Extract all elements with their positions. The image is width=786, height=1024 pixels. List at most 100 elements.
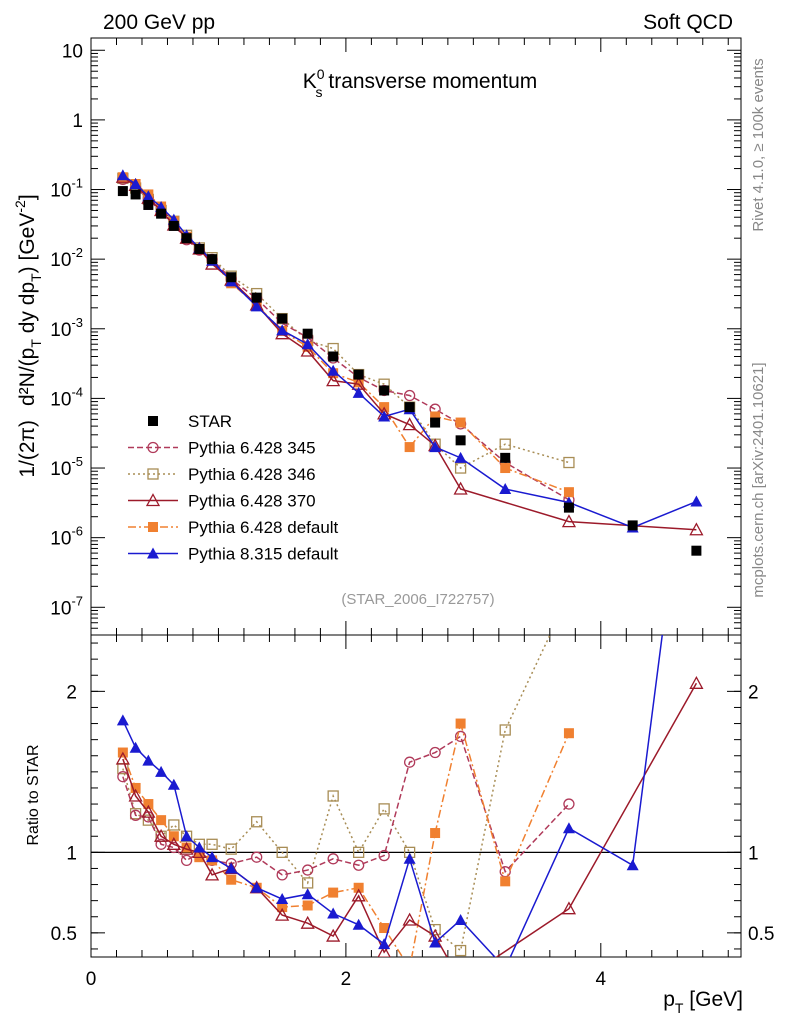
ratio-y-tick-label: 2 — [66, 682, 77, 703]
ratio-axis-ticks: 2 2 1 1 0.5 0.5 0 2 4 — [51, 635, 774, 990]
legend-label-p370: Pythia 6.428 370 — [188, 492, 316, 511]
ratio-point-p8def — [562, 822, 575, 834]
ratio-point-p8def — [454, 913, 467, 925]
ratio-panel: 2 2 1 1 0.5 0.5 0 2 4 Ratio to STAR pT [GeV] — [25, 590, 774, 1016]
point-p8def — [499, 482, 512, 494]
point-STAR — [181, 233, 192, 244]
point-p8def — [378, 410, 391, 422]
legend-label-p346: Pythia 6.428 346 — [188, 465, 316, 484]
ratio-point-p370 — [455, 975, 467, 986]
point-STAR — [379, 385, 390, 396]
ratio-point-p345 — [276, 869, 288, 881]
ratio-point-p8def — [352, 918, 365, 930]
point-p8def — [454, 451, 467, 463]
point-p8def — [327, 364, 340, 376]
ratio-line-p345 — [122, 735, 570, 876]
ratio-point-p346 — [564, 590, 574, 600]
point-STAR — [226, 272, 237, 283]
ratio-point-p345 — [378, 849, 390, 862]
point-STAR — [404, 402, 415, 413]
point-p346 — [563, 456, 575, 469]
ratio-point-p345 — [302, 864, 314, 876]
ratio-line-p346 — [122, 635, 551, 952]
point-p370 — [689, 522, 704, 536]
header-energy-label: 200 GeV pp — [103, 11, 215, 34]
point-STAR — [194, 243, 205, 254]
main-axis-ticks: 10 1 10-1 10-2 10-3 10-4 10-5 10-6 10-7 — [50, 38, 741, 636]
ratio-frame — [90, 634, 742, 958]
point-p345 — [403, 389, 416, 402]
point-p6def — [430, 411, 441, 422]
main-panel: 10 1 10-1 10-2 10-3 10-4 10-5 10-6 10-7 K0 s tran… — [12, 37, 742, 636]
main-y-tick-label: 10-2 — [50, 245, 83, 271]
ratio-point-p6def — [328, 887, 339, 898]
ratio-point-p8def — [499, 962, 511, 973]
point-p6def — [455, 417, 466, 428]
ratio-point-p346 — [225, 843, 237, 855]
point-p8def — [116, 169, 129, 181]
point-p370 — [402, 417, 417, 431]
point-p370 — [561, 514, 577, 528]
ratio-y-axis-title: Ratio to STAR — [25, 744, 42, 845]
ratio-point-p346 — [168, 819, 180, 831]
point-STAR — [117, 186, 128, 197]
ratio-point-p8def — [327, 907, 340, 919]
main-y-tick-label: 10-5 — [50, 454, 83, 480]
point-p6def — [353, 377, 364, 388]
legend-label-p6def: Pythia 6.428 default — [188, 518, 339, 537]
ratio-series-p6def — [117, 718, 574, 957]
ratio-point-p6def — [168, 831, 179, 842]
series-STAR — [117, 186, 702, 556]
ratio-point-p6def — [563, 728, 574, 739]
point-STAR — [430, 417, 441, 428]
ratio-point-p370 — [351, 888, 366, 902]
series-p6def — [117, 172, 574, 498]
main-y-tick-label: 10-7 — [50, 593, 83, 619]
ratio-point-p370 — [561, 901, 577, 915]
ratio-point-p370 — [204, 867, 220, 881]
ratio-point-p6def — [500, 876, 511, 887]
series-p346 — [117, 172, 575, 474]
ratio-point-p346 — [327, 790, 339, 802]
ratio-y-tick-label-right: 0.5 — [748, 924, 774, 945]
ratio-point-p370 — [300, 915, 315, 929]
main-y-tick-label: 10-3 — [50, 315, 83, 341]
ratio-point-p8def — [193, 841, 206, 853]
ratio-point-p346 — [302, 877, 314, 889]
ratio-point-p370 — [115, 751, 130, 765]
ratio-point-p6def — [130, 782, 141, 793]
ratio-point-p370 — [128, 788, 143, 802]
legend-item-p6def: Pythia 6.428 default — [128, 518, 339, 537]
ratio-point-p345 — [429, 746, 441, 759]
ratio-point-p346 — [251, 816, 263, 828]
ratio-point-p8def — [116, 714, 129, 726]
ratio-point-p370 — [377, 944, 391, 957]
ratio-point-p345 — [403, 756, 416, 768]
ratio-point-p6def — [226, 874, 237, 885]
ratio-point-p345 — [251, 851, 263, 863]
point-p8def — [142, 190, 155, 202]
ratio-y-tick-label-right: 2 — [748, 682, 759, 703]
legend-marker-STAR — [148, 416, 158, 426]
point-p8def — [250, 300, 263, 312]
legend-label-p8def: Pythia 8.315 default — [188, 545, 339, 564]
ratio-line-p8def — [122, 635, 664, 957]
ratio-point-p8def — [206, 851, 219, 863]
ratio-point-p370 — [402, 912, 417, 926]
main-y-tick-label: 10-6 — [50, 524, 83, 550]
svg-text:1/(2π)d²N/(pT dy dpT) [GeV-2]: 1/(2π)d²N/(pT dy dpT) [GeV-2] — [12, 194, 44, 477]
ratio-series-p345 — [117, 730, 575, 881]
point-p8def — [429, 441, 442, 453]
ratio-point-p8def — [180, 830, 193, 842]
ratio-point-p8def — [142, 754, 155, 766]
x-tick-label: 0 — [86, 969, 97, 990]
ratio-point-p345 — [352, 859, 365, 871]
plot-title: K0 s transverse momentum — [303, 66, 538, 100]
legend-marker-p8def — [147, 547, 159, 559]
point-p8def — [352, 386, 365, 398]
ratio-point-p346 — [206, 838, 218, 850]
analysis-id-label: (STAR_2006_I722757) — [341, 591, 494, 608]
ratio-point-p8def — [429, 936, 442, 948]
ratio-line-p370 — [122, 682, 698, 957]
point-p8def — [129, 178, 142, 190]
